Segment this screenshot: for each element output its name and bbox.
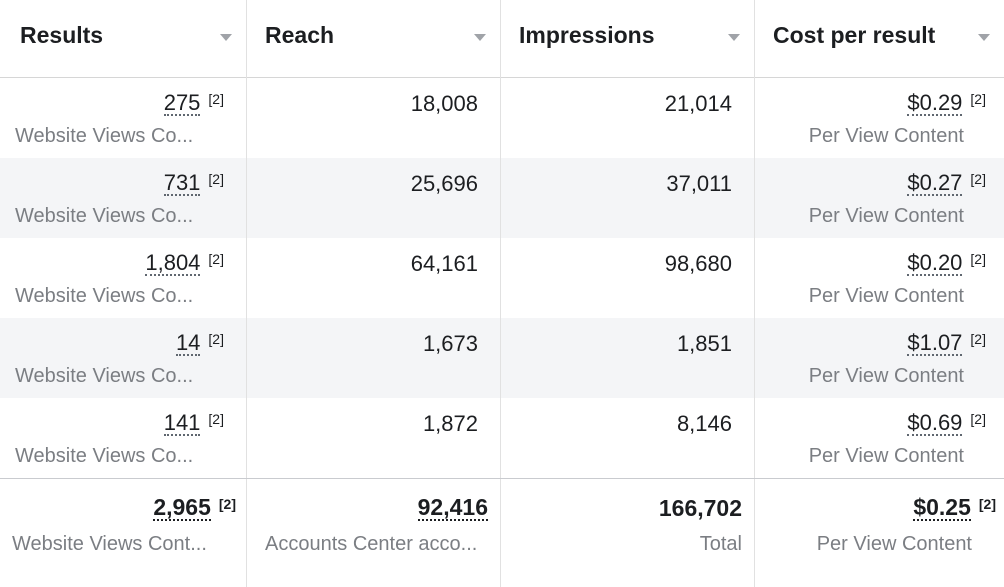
impressions-value: 8,146 bbox=[676, 411, 732, 436]
sort-caret-icon[interactable] bbox=[474, 34, 486, 41]
cost-value[interactable]: $0.29 bbox=[907, 90, 963, 117]
impressions-value: 37,011 bbox=[666, 171, 732, 196]
cost-cell: $0.29 [2] Per View Content bbox=[755, 78, 1004, 158]
reach-cell: 64,161 bbox=[247, 238, 501, 318]
sort-caret-icon[interactable] bbox=[728, 34, 740, 41]
cost-type-label: Per View Content bbox=[808, 445, 964, 467]
column-header-results[interactable]: Results bbox=[0, 0, 247, 78]
totals-results-type-label: Website Views Cont... bbox=[12, 533, 207, 555]
footnote-marker[interactable]: [2] bbox=[970, 331, 986, 347]
footnote-marker[interactable]: [2] bbox=[970, 91, 986, 107]
table-row: 1,804 [2] Website Views Co... 64,161 98,6… bbox=[0, 238, 1004, 318]
cost-cell: $1.07 [2] Per View Content bbox=[755, 318, 1004, 398]
sort-caret-icon[interactable] bbox=[978, 34, 990, 41]
cost-type-label: Per View Content bbox=[808, 365, 964, 387]
results-cell: 14 [2] Website Views Co... bbox=[0, 318, 247, 398]
cost-value[interactable]: $1.07 bbox=[907, 330, 963, 357]
results-value[interactable]: 141 bbox=[163, 410, 201, 437]
results-cell: 731 [2] Website Views Co... bbox=[0, 158, 247, 238]
impressions-cell: 98,680 bbox=[501, 238, 755, 318]
impressions-cell: 1,851 bbox=[501, 318, 755, 398]
results-type-label: Website Views Co... bbox=[15, 205, 194, 227]
results-type-label: Website Views Co... bbox=[15, 125, 194, 147]
impressions-value: 21,014 bbox=[664, 91, 732, 116]
totals-impressions-type-label: Total bbox=[699, 533, 742, 555]
results-cell: 275 [2] Website Views Co... bbox=[0, 78, 247, 158]
totals-results-value[interactable]: 2,965 bbox=[153, 494, 211, 522]
results-value[interactable]: 14 bbox=[175, 330, 201, 357]
cost-value[interactable]: $0.20 bbox=[907, 250, 963, 277]
reach-cell: 1,872 bbox=[247, 398, 501, 478]
results-value[interactable]: 1,804 bbox=[145, 250, 201, 277]
totals-reach-value[interactable]: 92,416 bbox=[417, 494, 488, 522]
table-header: Results Reach Impressions Cost per resul… bbox=[0, 0, 1004, 78]
cost-type-label: Per View Content bbox=[808, 285, 964, 307]
reach-cell: 1,673 bbox=[247, 318, 501, 398]
totals-impressions-value: 166,702 bbox=[658, 495, 742, 521]
reach-cell: 25,696 bbox=[247, 158, 501, 238]
column-header-label: Cost per result bbox=[773, 21, 936, 48]
column-header-label: Reach bbox=[265, 21, 335, 48]
impressions-cell: 8,146 bbox=[501, 398, 755, 478]
column-header-impressions[interactable]: Impressions bbox=[501, 0, 755, 78]
results-cell: 141 [2] Website Views Co... bbox=[0, 398, 247, 478]
reach-value: 64,161 bbox=[410, 251, 478, 276]
footnote-marker[interactable]: [2] bbox=[208, 331, 224, 347]
table-row: 141 [2] Website Views Co... 1,872 8,146 $… bbox=[0, 398, 1004, 478]
impressions-cell: 21,014 bbox=[501, 78, 755, 158]
column-header-label: Impressions bbox=[519, 21, 655, 48]
column-header-label: Results bbox=[20, 21, 104, 48]
footnote-marker[interactable]: [2] bbox=[208, 251, 224, 267]
impressions-value: 98,680 bbox=[664, 251, 732, 276]
footnote-marker[interactable]: [2] bbox=[208, 411, 224, 427]
results-type-label: Website Views Co... bbox=[15, 285, 194, 307]
results-type-label: Website Views Co... bbox=[15, 445, 194, 467]
reach-value: 18,008 bbox=[410, 91, 478, 116]
footnote-marker[interactable]: [2] bbox=[978, 496, 996, 512]
table-row: 14 [2] Website Views Co... 1,673 1,851 $1… bbox=[0, 318, 1004, 398]
footnote-marker[interactable]: [2] bbox=[208, 171, 224, 187]
cost-value[interactable]: $0.27 bbox=[907, 170, 963, 197]
column-header-reach[interactable]: Reach bbox=[247, 0, 501, 78]
results-type-label: Website Views Co... bbox=[15, 365, 194, 387]
reach-value: 1,872 bbox=[422, 411, 478, 436]
results-value[interactable]: 275 bbox=[163, 90, 201, 117]
totals-cost-value[interactable]: $0.25 bbox=[913, 494, 971, 522]
reach-value: 1,673 bbox=[422, 331, 478, 356]
table-row: 275 [2] Website Views Co... 18,008 21,014… bbox=[0, 78, 1004, 158]
sort-caret-icon[interactable] bbox=[220, 34, 232, 41]
totals-reach-cell: 92,416 Accounts Center acco... bbox=[247, 479, 501, 587]
totals-cost-type-label: Per View Content bbox=[816, 533, 972, 555]
table-row: 731 [2] Website Views Co... 25,696 37,011… bbox=[0, 158, 1004, 238]
footnote-marker[interactable]: [2] bbox=[970, 251, 986, 267]
footnote-marker[interactable]: [2] bbox=[970, 411, 986, 427]
impressions-cell: 37,011 bbox=[501, 158, 755, 238]
footnote-marker[interactable]: [2] bbox=[208, 91, 224, 107]
totals-reach-type-label: Accounts Center acco... bbox=[265, 533, 478, 555]
reach-value: 25,696 bbox=[410, 171, 478, 196]
cost-cell: $0.27 [2] Per View Content bbox=[755, 158, 1004, 238]
column-header-cost-per-result[interactable]: Cost per result bbox=[755, 0, 1004, 78]
cost-cell: $0.20 [2] Per View Content bbox=[755, 238, 1004, 318]
results-cell: 1,804 [2] Website Views Co... bbox=[0, 238, 247, 318]
cost-type-label: Per View Content bbox=[808, 125, 964, 147]
reach-cell: 18,008 bbox=[247, 78, 501, 158]
cost-type-label: Per View Content bbox=[808, 205, 964, 227]
cost-cell: $0.69 [2] Per View Content bbox=[755, 398, 1004, 478]
footnote-marker[interactable]: [2] bbox=[970, 171, 986, 187]
impressions-value: 1,851 bbox=[676, 331, 732, 356]
footnote-marker[interactable]: [2] bbox=[218, 496, 236, 512]
results-value[interactable]: 731 bbox=[163, 170, 201, 197]
totals-row: 2,965 [2] Website Views Cont... 92,416 Ac… bbox=[0, 478, 1004, 587]
totals-cost-cell: $0.25 [2] Per View Content bbox=[755, 479, 1004, 587]
totals-results-cell: 2,965 [2] Website Views Cont... bbox=[0, 479, 247, 587]
cost-value[interactable]: $0.69 bbox=[907, 410, 963, 437]
totals-impressions-cell: 166,702 Total bbox=[501, 479, 755, 587]
